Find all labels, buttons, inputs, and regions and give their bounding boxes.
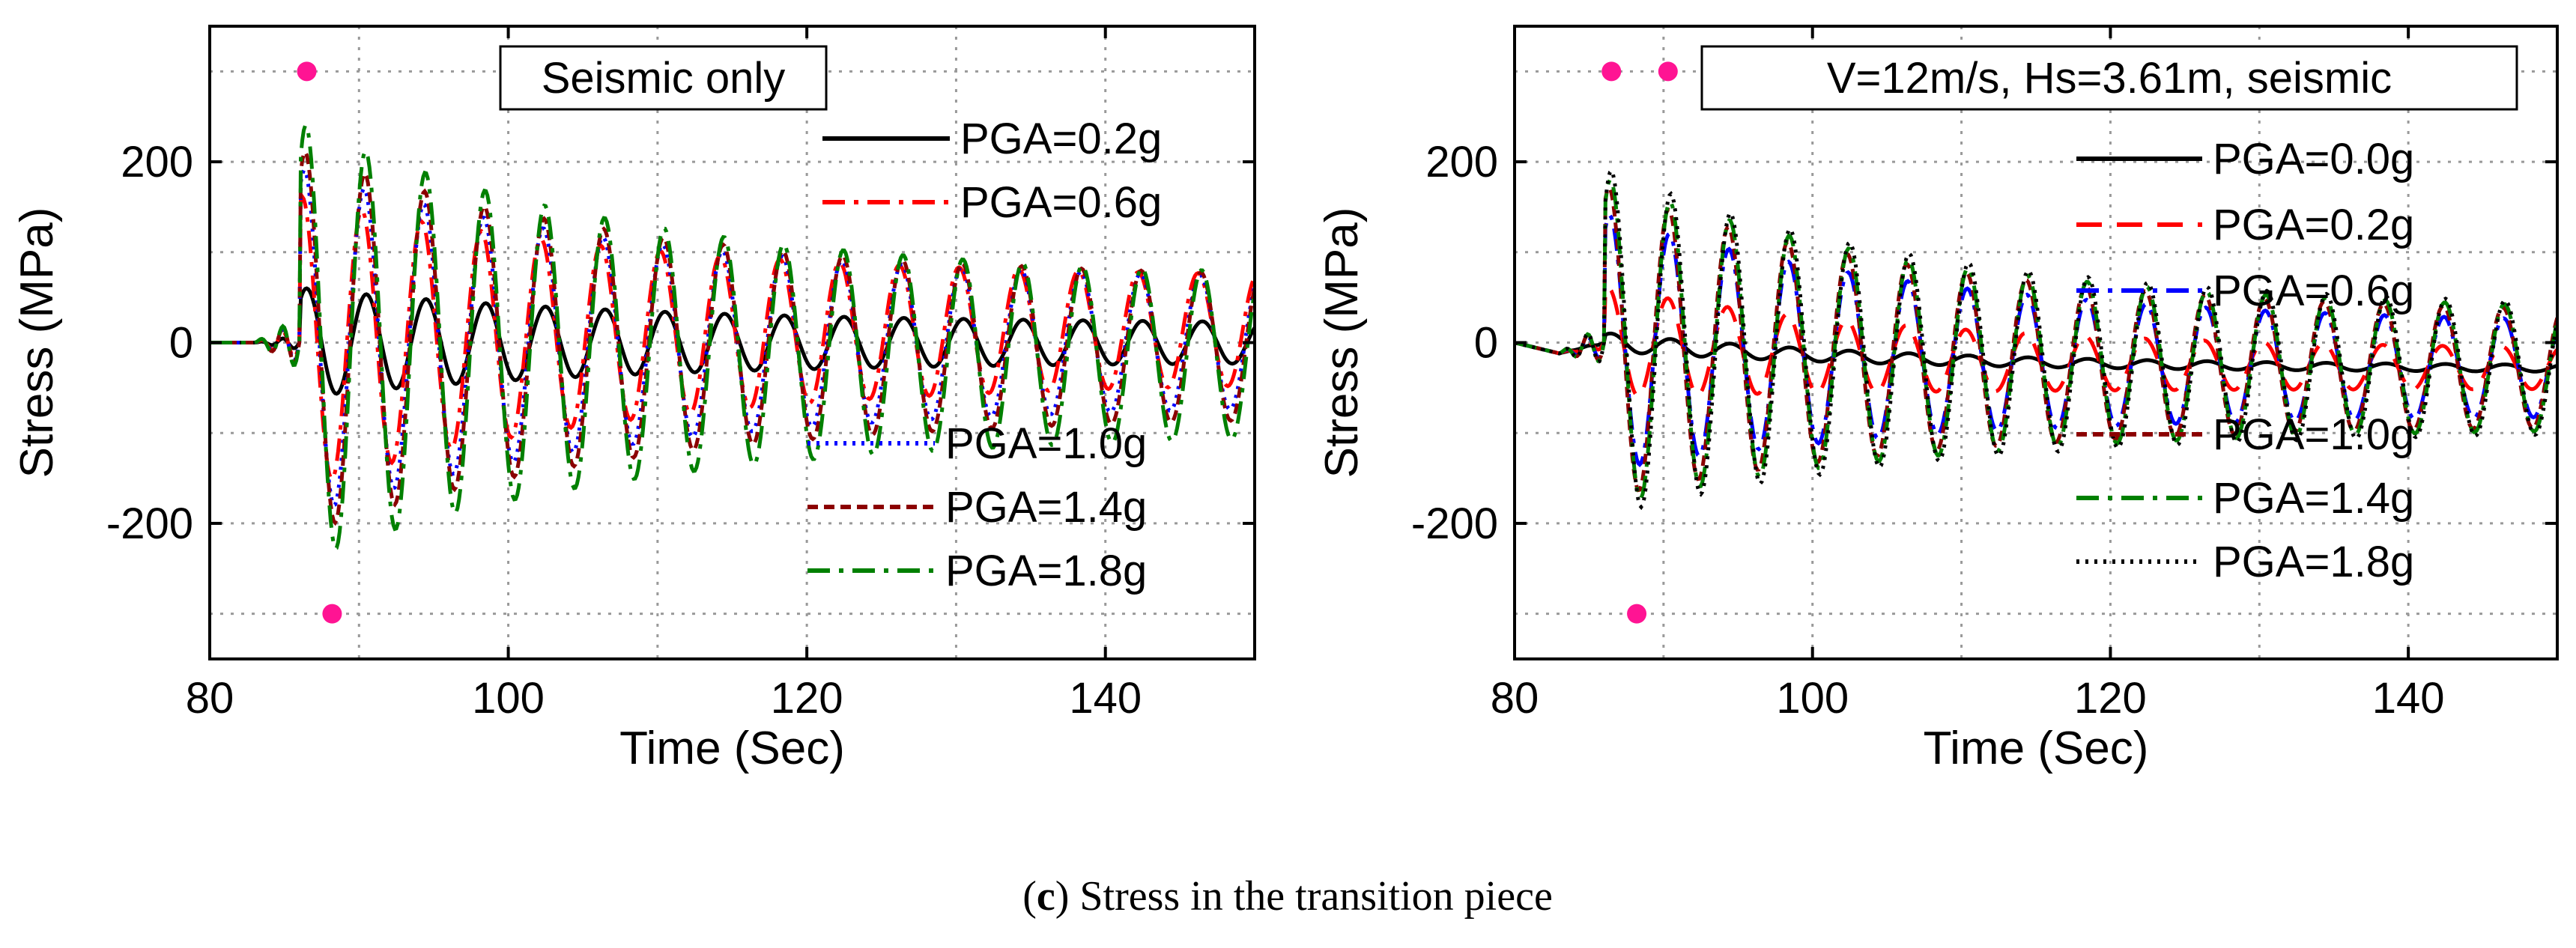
x-tick-label: 120 — [771, 674, 843, 723]
legend-label: PGA=1.8g — [945, 547, 1147, 595]
legend-label: PGA=1.4g — [945, 483, 1147, 532]
legend-label: PGA=1.8g — [2213, 538, 2414, 586]
legend-label: PGA=0.6g — [2213, 267, 2414, 315]
peak-marker — [322, 604, 342, 624]
chart-title: V=12m/s, Hs=3.61m, seismic — [1827, 54, 2392, 103]
peak-marker — [1658, 61, 1678, 82]
peak-marker — [1601, 61, 1622, 82]
chart-title: Seismic only — [542, 54, 786, 103]
y-axis-label: Stress (MPa) — [1316, 207, 1368, 478]
series-line-pga-1-4g — [1515, 177, 2557, 501]
x-axis-label: Time (Sec) — [619, 723, 845, 774]
peak-marker — [297, 61, 317, 82]
y-tick-label: 0 — [169, 319, 193, 368]
caption-text: Stress in the transition piece — [1069, 873, 1552, 920]
series-group — [210, 123, 1255, 551]
title-box — [499, 45, 828, 111]
title-box — [1700, 45, 2518, 111]
y-tick-label: 0 — [1474, 319, 1498, 368]
x-axis-label: Time (Sec) — [1924, 723, 2149, 774]
series-group — [1515, 167, 2557, 511]
chart-seismic-only: 80 100 120 140 -200 0 200 Time (Sec) Stress (MPa… — [11, 25, 1256, 774]
legend-label: PGA=1.0g — [945, 419, 1147, 468]
y-tick-label: 200 — [1425, 138, 1498, 186]
y-axis-label: Stress (MPa) — [11, 207, 63, 478]
x-tick-label: 120 — [2074, 674, 2147, 723]
series-line-pga-0-6g — [1515, 213, 2557, 467]
x-tick-label: 140 — [1069, 674, 1142, 723]
legend-label: PGA=1.0g — [2213, 410, 2414, 459]
peak-marker — [1627, 604, 1647, 624]
figure-caption: (c) Stress in the transition piece — [1022, 873, 1553, 920]
y-tick-label: -200 — [1411, 499, 1498, 548]
x-tick-label: 80 — [186, 674, 234, 723]
x-tick-label: 80 — [1491, 674, 1539, 723]
legend-label: PGA=0.0g — [2213, 135, 2414, 183]
legend-label: PGA=0.2g — [960, 115, 1162, 163]
y-tick-label: 200 — [121, 138, 193, 186]
series-line-pga-0-0g — [1515, 331, 2557, 374]
grid — [210, 26, 1255, 659]
y-tick-label: -200 — [106, 499, 193, 548]
x-tick-label: 100 — [472, 674, 545, 723]
x-tick-label: 140 — [2372, 674, 2445, 723]
legend-label: PGA=1.4g — [2213, 474, 2414, 523]
legend-label: PGA=0.6g — [960, 178, 1162, 227]
chart-wind-wave-seismic: 80 100 120 140 -200 0 200 Time (Sec) Stress (MPa… — [1316, 25, 2559, 774]
series-line-pga-1-8g — [210, 123, 1255, 551]
caption-label: c — [1037, 873, 1055, 920]
x-tick-label: 100 — [1776, 674, 1849, 723]
legend-label: PGA=0.2g — [2213, 201, 2414, 249]
